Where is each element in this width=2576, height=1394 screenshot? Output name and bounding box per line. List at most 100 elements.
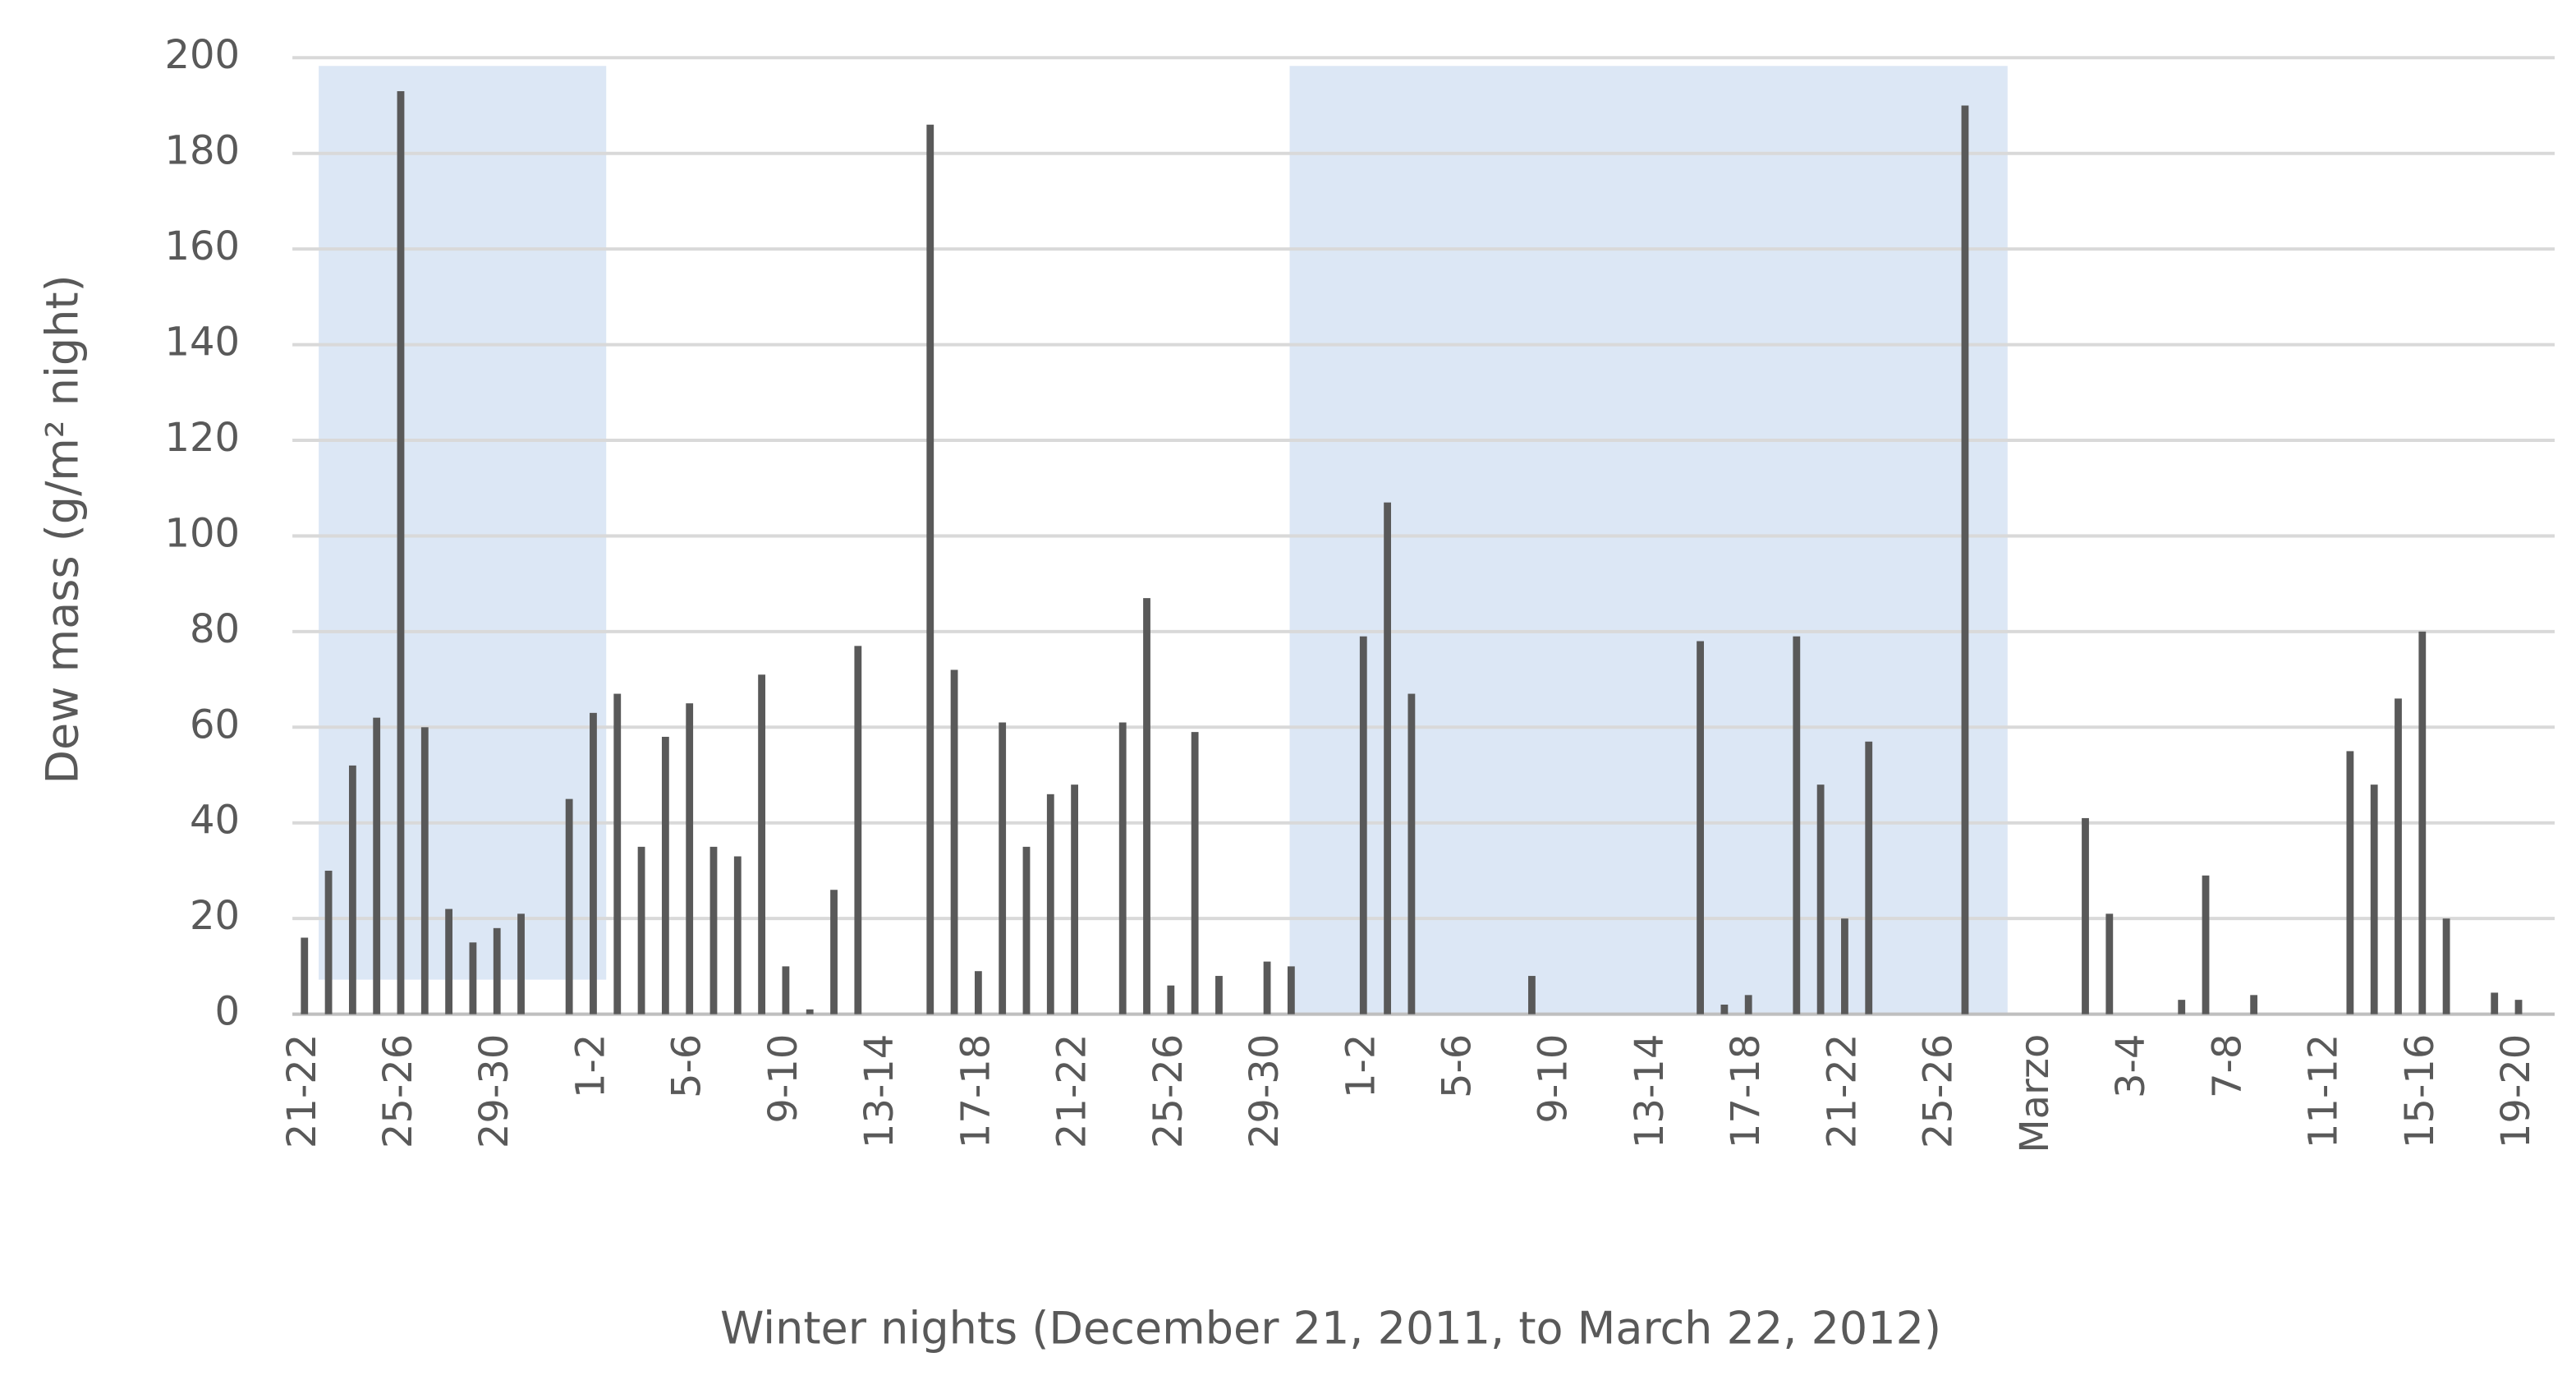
- bar: [2442, 918, 2450, 1014]
- bar: [782, 966, 790, 1014]
- bar: [2178, 1000, 2186, 1014]
- highlight-period: [1289, 66, 2008, 1014]
- y-tick-label: 20: [190, 893, 240, 939]
- bar: [324, 870, 333, 1014]
- bar: [2514, 1000, 2523, 1014]
- y-tick-label: 120: [164, 415, 240, 461]
- bar: [1744, 995, 1752, 1014]
- x-tick-label: 9-10: [1531, 1034, 1577, 1124]
- bar: [469, 942, 477, 1014]
- bar: [1046, 794, 1054, 1014]
- bar: [1841, 918, 1848, 1014]
- bar: [1816, 784, 1825, 1014]
- x-tick-label: 21-22: [279, 1034, 325, 1148]
- bar: [613, 693, 622, 1014]
- bar: [1407, 693, 1416, 1014]
- x-tick-label: 3-4: [2108, 1034, 2154, 1098]
- bar: [397, 91, 405, 1014]
- y-tick-label: 0: [215, 989, 241, 1035]
- bar: [806, 1009, 814, 1014]
- x-tick-label: 21-22: [1049, 1034, 1095, 1148]
- bar: [1961, 105, 1969, 1014]
- bar: [1384, 502, 1391, 1014]
- x-tick-label: 1-2: [1338, 1034, 1384, 1098]
- bar: [301, 937, 309, 1014]
- bar: [1022, 846, 1031, 1014]
- bar: [1191, 732, 1199, 1014]
- bar: [2418, 631, 2427, 1014]
- bar: [2250, 995, 2258, 1014]
- x-tick-label: 29-30: [471, 1034, 517, 1148]
- y-tick-label: 100: [164, 510, 240, 556]
- bar: [2202, 875, 2210, 1014]
- bar: [950, 669, 958, 1014]
- x-tick-label: 25-26: [1916, 1034, 1962, 1148]
- bar: [1118, 722, 1127, 1014]
- bar: [854, 646, 862, 1014]
- x-tick-label: 25-26: [1146, 1034, 1192, 1148]
- x-tick-label: 13-14: [856, 1034, 902, 1148]
- bar: [1215, 976, 1223, 1014]
- bar: [1528, 976, 1536, 1014]
- bar: [348, 765, 356, 1014]
- bar: [590, 712, 597, 1014]
- bar: [758, 674, 766, 1014]
- bar: [1793, 636, 1801, 1014]
- bar: [2105, 913, 2114, 1014]
- x-tick-label: 17-18: [953, 1034, 999, 1148]
- y-tick-label: 60: [190, 702, 240, 748]
- x-tick-label: 1-2: [567, 1034, 613, 1098]
- bar: [686, 703, 694, 1014]
- x-tick-label: 25-26: [375, 1034, 421, 1148]
- bar: [373, 717, 381, 1014]
- x-tick-label: 17-18: [1723, 1034, 1769, 1148]
- y-tick-label: 160: [164, 223, 240, 269]
- bar: [1359, 636, 1367, 1014]
- bar: [1287, 966, 1295, 1014]
- x-tick-label: 15-16: [2397, 1034, 2443, 1148]
- bar: [2346, 751, 2354, 1014]
- x-tick-label: 13-14: [1627, 1034, 1673, 1148]
- x-tick-label: 29-30: [1242, 1034, 1288, 1148]
- bar: [493, 927, 501, 1014]
- bar: [1143, 598, 1150, 1014]
- bar: [2491, 992, 2499, 1014]
- y-tick-label: 200: [164, 32, 240, 78]
- x-tick-label: 11-12: [2301, 1034, 2347, 1148]
- y-tick-label: 80: [190, 606, 240, 652]
- bar: [2395, 698, 2402, 1014]
- bar: [637, 846, 645, 1014]
- bar: [565, 798, 573, 1014]
- x-tick-label: 7-8: [2204, 1034, 2250, 1098]
- x-axis-title: Winter nights (December 21, 2011, to Mar…: [720, 1302, 1941, 1354]
- y-tick-label: 140: [164, 320, 240, 366]
- y-tick-label: 180: [164, 128, 240, 174]
- bar: [830, 890, 838, 1014]
- bar: [999, 722, 1007, 1014]
- bar: [926, 124, 934, 1014]
- bar: [661, 736, 669, 1014]
- bar: [517, 913, 525, 1014]
- x-tick-label: 19-20: [2493, 1034, 2539, 1148]
- bar: [1720, 1004, 1729, 1014]
- x-tick-label: 5-6: [664, 1034, 710, 1098]
- bar: [1167, 985, 1175, 1014]
- y-tick-label: 40: [190, 798, 240, 844]
- bar: [420, 727, 429, 1014]
- bar: [445, 909, 453, 1014]
- bar: [1865, 741, 1873, 1014]
- bar: [1697, 641, 1704, 1014]
- x-tick-label: Marzo: [2012, 1034, 2058, 1153]
- x-tick-label: 5-6: [1435, 1034, 1481, 1098]
- bar: [1071, 784, 1078, 1014]
- bar: [733, 856, 742, 1014]
- bar: [1263, 961, 1271, 1014]
- y-axis-title: Dew mass (g/m² night): [37, 274, 89, 784]
- x-tick-label: 9-10: [760, 1034, 806, 1124]
- bar: [974, 971, 982, 1014]
- bar: [2082, 817, 2089, 1014]
- x-tick-label: 21-22: [1819, 1034, 1865, 1148]
- highlight-period: [319, 66, 607, 980]
